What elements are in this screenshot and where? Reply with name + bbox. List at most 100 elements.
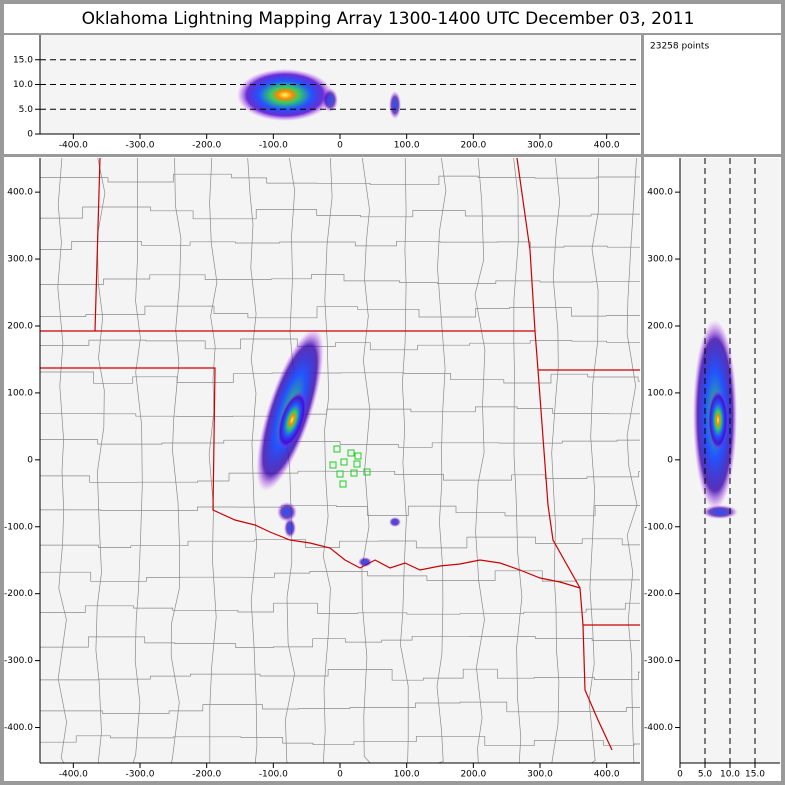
x-tick-label: -200.0	[192, 141, 221, 151]
stations	[329, 445, 371, 488]
y-tick-label: 400.0	[7, 188, 33, 198]
density-blob	[277, 391, 307, 449]
county-line	[40, 635, 640, 648]
x-tick-label: 300.0	[527, 770, 553, 780]
y-tick-label: 200.0	[647, 321, 673, 331]
y-tick-label: 0	[667, 455, 673, 465]
station	[336, 470, 344, 478]
county-line	[588, 158, 600, 763]
station	[340, 458, 348, 466]
x-tick-label: 0	[337, 770, 343, 780]
x-tick-label: 15.0	[745, 770, 765, 780]
y-tick-label: -200.0	[644, 589, 673, 599]
x-tick-label: 100.0	[394, 141, 420, 151]
x-tick-label: 5.0	[698, 770, 713, 780]
points-count: 23258 points	[650, 42, 709, 52]
county-line	[40, 570, 640, 582]
x-tick-label: -100.0	[259, 141, 288, 151]
county-line	[40, 735, 640, 747]
x-tick-label: 400.0	[594, 141, 620, 151]
county-lines	[40, 158, 640, 763]
y-tick-label: 0	[27, 130, 33, 140]
border	[94, 158, 101, 332]
county-line	[513, 158, 523, 763]
county-line	[400, 158, 409, 763]
county-line	[40, 206, 640, 220]
plot-area	[40, 158, 640, 763]
x-tick-label: 200.0	[460, 770, 486, 780]
county-line	[40, 371, 640, 384]
density-blob	[322, 88, 338, 112]
y-tick-label: -400.0	[4, 723, 33, 733]
x-tick-label: -300.0	[125, 770, 154, 780]
county-line	[95, 158, 106, 763]
county-line	[132, 158, 143, 763]
county-line	[361, 158, 371, 763]
county-line	[40, 701, 640, 714]
county-line	[322, 158, 333, 763]
x-tick-label: 0	[677, 770, 683, 780]
county-line	[285, 158, 296, 763]
county-line	[247, 158, 258, 763]
density-blob	[237, 69, 333, 121]
county-line	[40, 338, 640, 351]
county-line	[40, 305, 640, 319]
border	[40, 367, 640, 626]
density-blob	[708, 390, 728, 450]
county-line	[170, 158, 182, 763]
x-tick-label: 200.0	[460, 141, 486, 151]
info-panel	[644, 35, 781, 154]
y-tick-label: 200.0	[7, 321, 33, 331]
x-tick-label: 300.0	[527, 141, 553, 151]
x-tick-label: -100.0	[259, 770, 288, 780]
x-tick-label: -300.0	[125, 141, 154, 151]
county-line	[40, 274, 640, 285]
x-tick-label: 400.0	[594, 770, 620, 780]
y-tick-label: -300.0	[644, 656, 673, 666]
y-tick-label: -200.0	[4, 589, 33, 599]
station	[353, 460, 361, 468]
county-line	[40, 173, 640, 186]
y-tick-label: -100.0	[4, 522, 33, 532]
county-line	[40, 602, 640, 615]
x-tick-label: -400.0	[59, 141, 88, 151]
title: Oklahoma Lightning Mapping Array 1300-14…	[82, 9, 695, 29]
state-borders	[40, 158, 640, 751]
x-tick-label: 0	[337, 141, 343, 151]
station	[350, 469, 358, 477]
county-line	[474, 158, 486, 763]
y-tick-label: -300.0	[4, 656, 33, 666]
lightning-density	[237, 69, 738, 567]
x-tick-label: 10.0	[720, 770, 740, 780]
county-line	[40, 439, 640, 448]
county-line	[40, 536, 640, 549]
density-blob	[702, 505, 738, 519]
y-tick-label: 0	[27, 455, 33, 465]
title-bar	[4, 4, 781, 33]
density-blob	[389, 517, 401, 527]
county-line	[40, 406, 640, 417]
station	[347, 449, 355, 457]
x-tick-label: -400.0	[59, 770, 88, 780]
y-tick-label: 100.0	[7, 388, 33, 398]
station	[363, 468, 371, 476]
y-tick-label: -100.0	[644, 522, 673, 532]
y-tick-label: 400.0	[647, 188, 673, 198]
station	[333, 445, 341, 453]
border	[582, 624, 613, 751]
x-tick-label: -200.0	[192, 770, 221, 780]
county-line	[436, 158, 447, 763]
y-tick-label: 300.0	[647, 255, 673, 265]
density-blob	[358, 557, 372, 567]
y-tick-label: -400.0	[644, 723, 673, 733]
county-line	[57, 158, 67, 763]
county-line	[626, 158, 638, 763]
density-blob	[284, 518, 296, 538]
station	[329, 461, 337, 469]
density-blob	[277, 502, 297, 522]
density-blob	[389, 91, 401, 119]
y-tick-label: 100.0	[647, 388, 673, 398]
y-tick-label: 300.0	[7, 255, 33, 265]
station	[339, 480, 347, 488]
